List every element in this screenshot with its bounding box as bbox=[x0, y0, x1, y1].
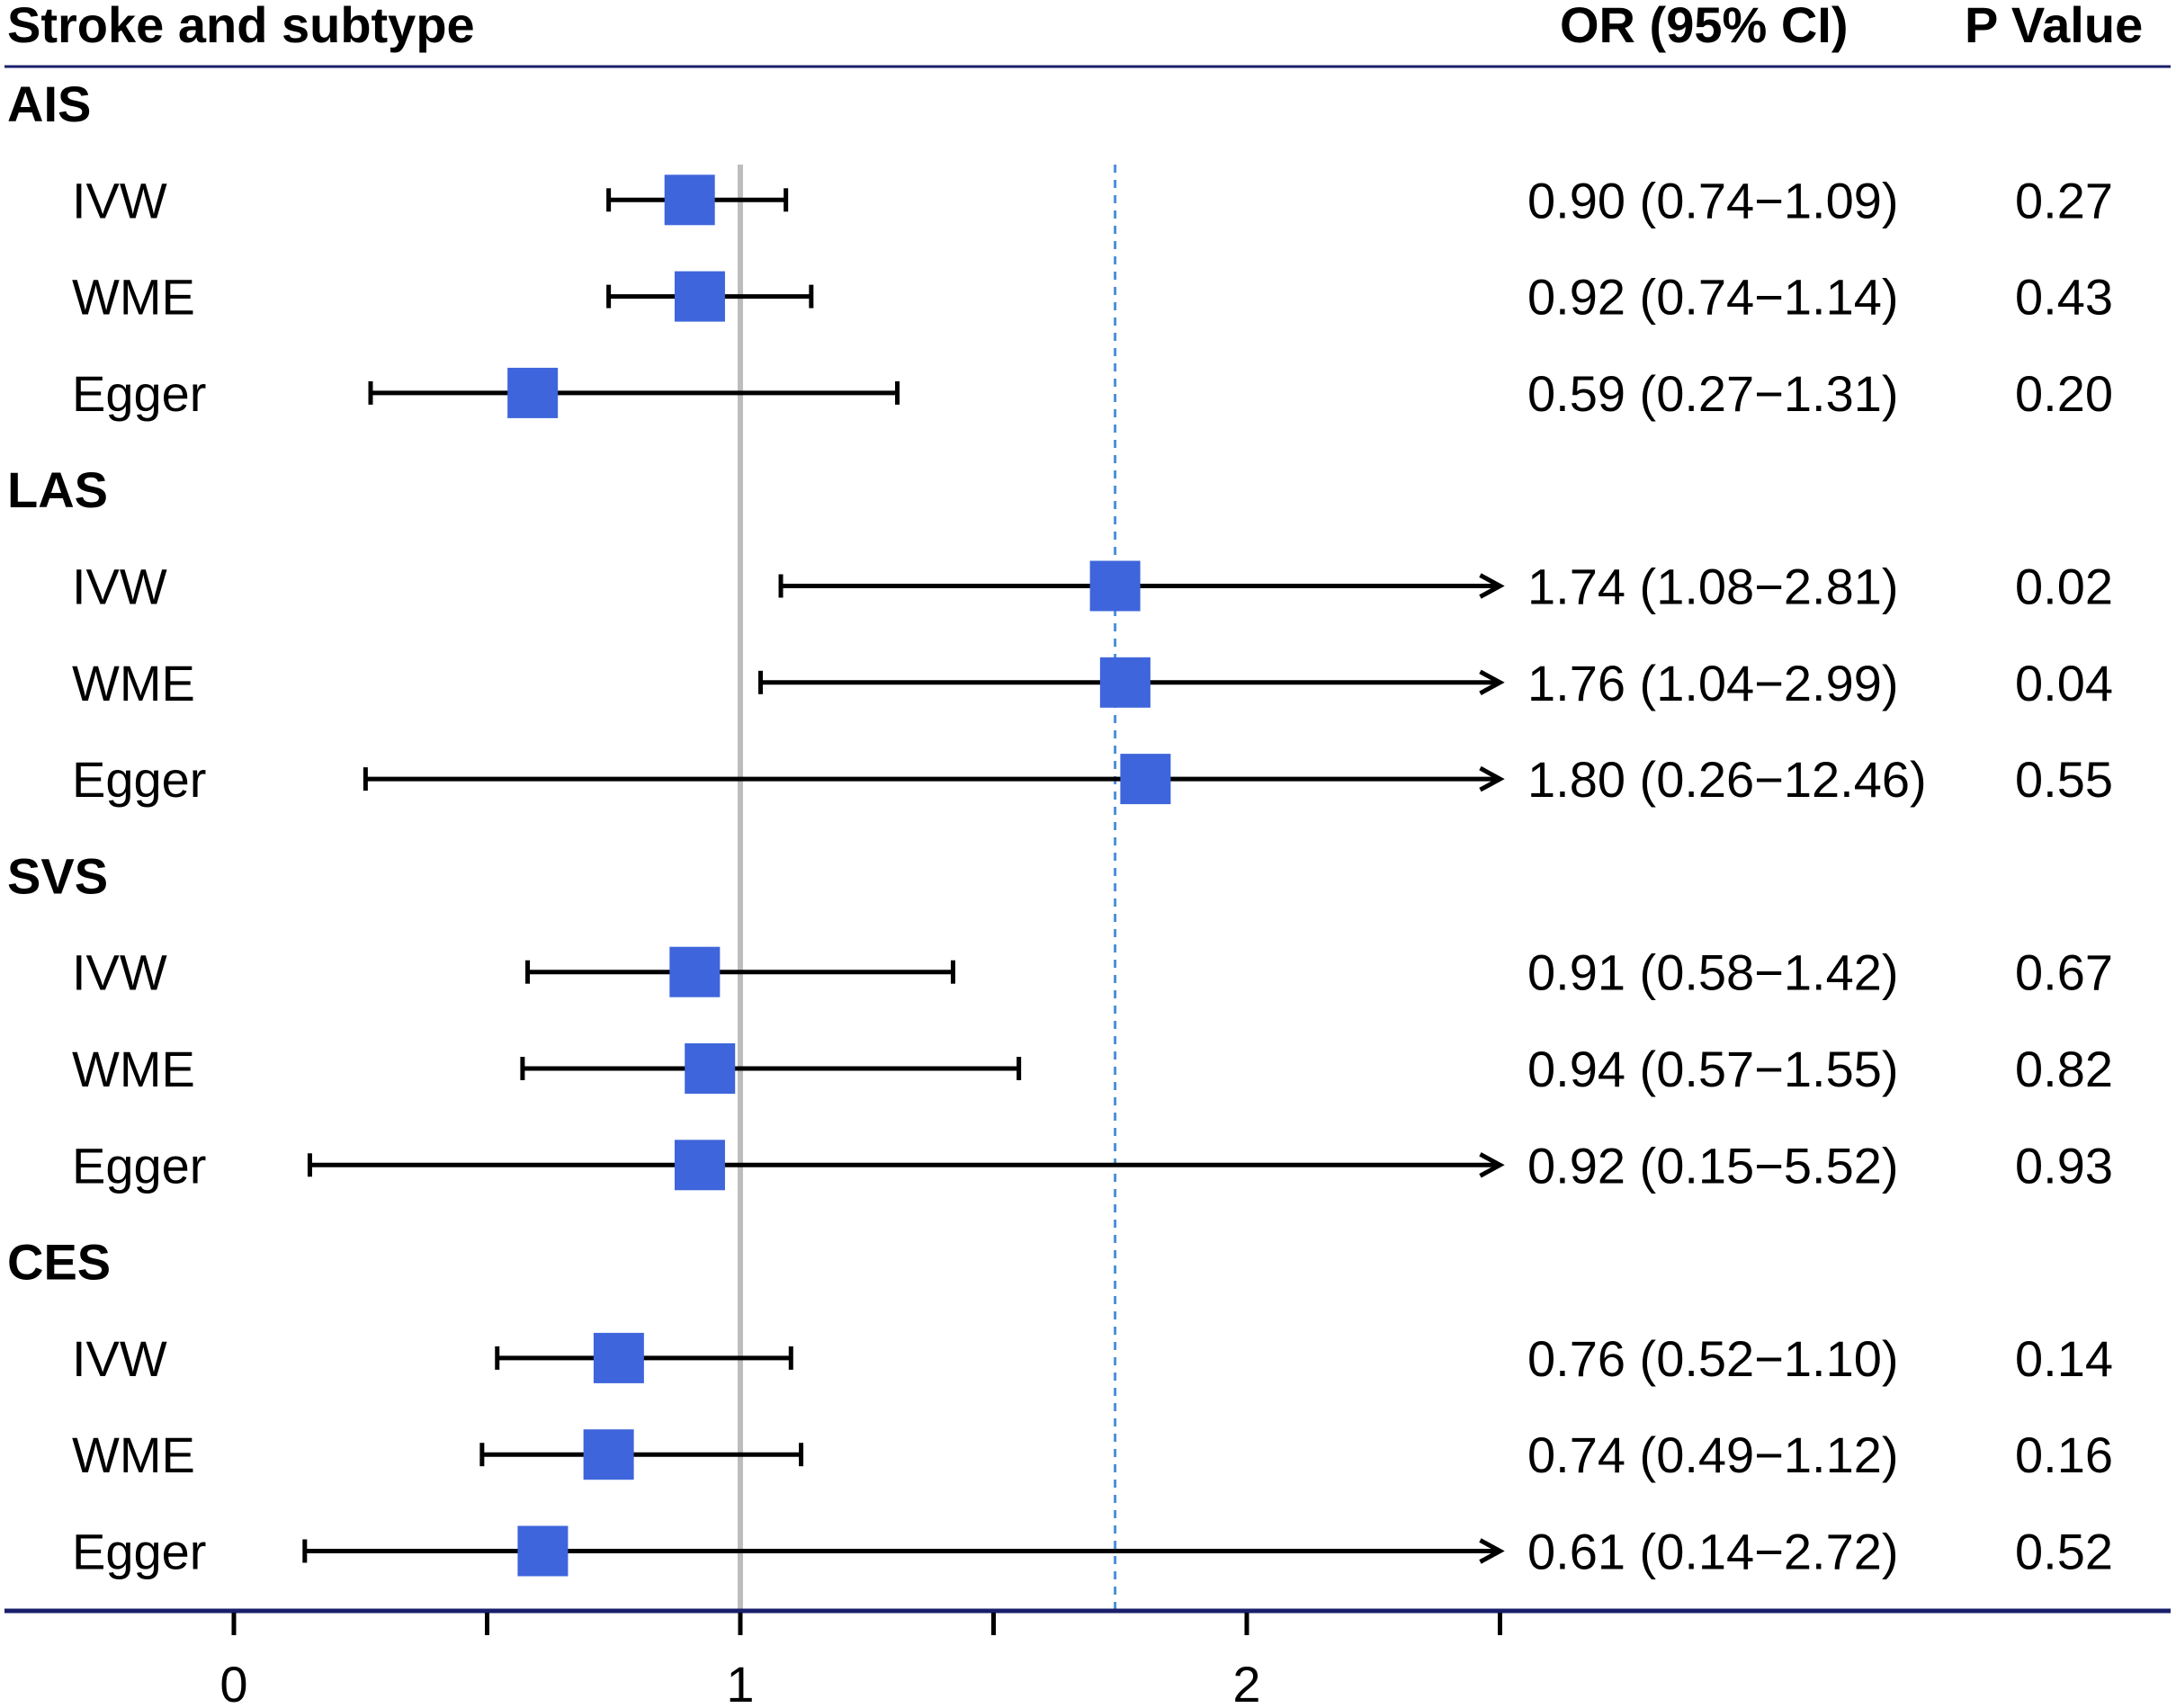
forest-row: IVW 0.90 (0.74−1.09) 0.27 bbox=[72, 172, 2113, 228]
p-value: 0.55 bbox=[2015, 751, 2113, 808]
or-ci-value: 0.92 (0.15−5.52) bbox=[1527, 1137, 1899, 1194]
point-estimate-marker bbox=[593, 1332, 644, 1383]
header-or: OR (95% CI) bbox=[1560, 0, 1849, 53]
forest-row: Egger 0.59 (0.27−1.31) 0.20 bbox=[72, 365, 2113, 422]
p-value: 0.27 bbox=[2015, 172, 2113, 228]
forest-row: WME 0.92 (0.74−1.14) 0.43 bbox=[72, 269, 2113, 326]
or-ci-value: 1.80 (0.26−12.46) bbox=[1527, 751, 1927, 808]
method-label: Egger bbox=[72, 1524, 206, 1580]
point-estimate-marker bbox=[1089, 560, 1141, 612]
forest-row: IVW 0.91 (0.58−1.42) 0.67 bbox=[72, 944, 2113, 1001]
p-value: 0.43 bbox=[2015, 269, 2113, 326]
forest-row: WME 0.74 (0.49−1.12) 0.16 bbox=[72, 1426, 2113, 1483]
or-ci-value: 0.90 (0.74−1.09) bbox=[1527, 172, 1899, 228]
method-label: Egger bbox=[72, 365, 206, 422]
or-ci-value: 0.76 (0.52−1.10) bbox=[1527, 1330, 1899, 1387]
forest-row: Egger 1.80 (0.26−12.46) 0.55 bbox=[72, 751, 2113, 808]
x-axis: 0 1 2 bbox=[219, 1613, 1502, 1708]
point-estimate-marker bbox=[674, 271, 725, 322]
p-value: 0.04 bbox=[2015, 655, 2113, 711]
method-label: Egger bbox=[72, 751, 206, 808]
ci-arrow bbox=[1479, 573, 1505, 599]
header-label: Stroke and subtype bbox=[7, 0, 475, 53]
method-label: IVW bbox=[72, 944, 167, 1001]
point-estimate-marker bbox=[674, 1140, 725, 1191]
x-tick-label: 1 bbox=[726, 1656, 754, 1708]
group-label-ais: AIS bbox=[7, 76, 91, 132]
x-tick-label: 2 bbox=[1232, 1656, 1260, 1708]
ci-arrow bbox=[1479, 765, 1505, 792]
p-value: 0.52 bbox=[2015, 1524, 2113, 1580]
point-estimate-marker bbox=[583, 1429, 634, 1480]
method-label: Egger bbox=[72, 1137, 206, 1194]
method-label: WME bbox=[72, 655, 195, 711]
point-estimate-marker bbox=[1099, 657, 1151, 708]
method-label: WME bbox=[72, 1041, 195, 1097]
point-estimate-marker bbox=[669, 946, 721, 997]
point-estimate-marker bbox=[685, 1043, 736, 1094]
or-ci-value: 0.61 (0.14−2.72) bbox=[1527, 1524, 1899, 1580]
ci-arrow bbox=[1479, 1152, 1505, 1178]
or-ci-value: 1.74 (1.08−2.81) bbox=[1527, 559, 1899, 615]
p-value: 0.93 bbox=[2015, 1137, 2113, 1194]
group-label-las: LAS bbox=[7, 461, 108, 518]
p-value: 0.14 bbox=[2015, 1330, 2113, 1387]
or-ci-value: 0.92 (0.74−1.14) bbox=[1527, 269, 1899, 326]
ci-arrow bbox=[1479, 1538, 1505, 1564]
p-value: 0.02 bbox=[2015, 559, 2113, 615]
method-label: IVW bbox=[72, 1330, 167, 1387]
header-p-value: P Value bbox=[1965, 0, 2143, 53]
point-estimate-marker bbox=[1120, 754, 1171, 805]
forest-row: IVW 1.74 (1.08−2.81) 0.02 bbox=[72, 559, 2113, 615]
x-tick-label: 0 bbox=[219, 1656, 247, 1708]
point-estimate-marker bbox=[517, 1525, 569, 1577]
point-estimate-marker bbox=[664, 174, 715, 226]
or-ci-value: 0.91 (0.58−1.42) bbox=[1527, 944, 1899, 1001]
method-label: IVW bbox=[72, 172, 167, 228]
p-value: 0.82 bbox=[2015, 1041, 2113, 1097]
group-label-ces: CES bbox=[7, 1234, 111, 1291]
forest-row: WME 0.94 (0.57−1.55) 0.82 bbox=[72, 1041, 2113, 1097]
or-ci-value: 0.59 (0.27−1.31) bbox=[1527, 365, 1899, 422]
or-ci-value: 1.76 (1.04−2.99) bbox=[1527, 655, 1899, 711]
forest-row: IVW 0.76 (0.52−1.10) 0.14 bbox=[72, 1330, 2113, 1387]
p-value: 0.16 bbox=[2015, 1426, 2113, 1483]
forest-row: WME 1.76 (1.04−2.99) 0.04 bbox=[72, 655, 2113, 711]
forest-row: Egger 0.61 (0.14−2.72) 0.52 bbox=[72, 1524, 2113, 1580]
ci-arrow bbox=[1479, 669, 1505, 695]
method-label: IVW bbox=[72, 559, 167, 615]
point-estimate-marker bbox=[507, 367, 559, 418]
or-ci-value: 0.74 (0.49−1.12) bbox=[1527, 1426, 1899, 1483]
p-value: 0.20 bbox=[2015, 365, 2113, 422]
forest-row: Egger 0.92 (0.15−5.52) 0.93 bbox=[72, 1137, 2113, 1194]
group-label-svs: SVS bbox=[7, 847, 108, 904]
method-label: WME bbox=[72, 1426, 195, 1483]
method-label: WME bbox=[72, 269, 195, 326]
p-value: 0.67 bbox=[2015, 944, 2113, 1001]
or-ci-value: 0.94 (0.57−1.55) bbox=[1527, 1041, 1899, 1097]
